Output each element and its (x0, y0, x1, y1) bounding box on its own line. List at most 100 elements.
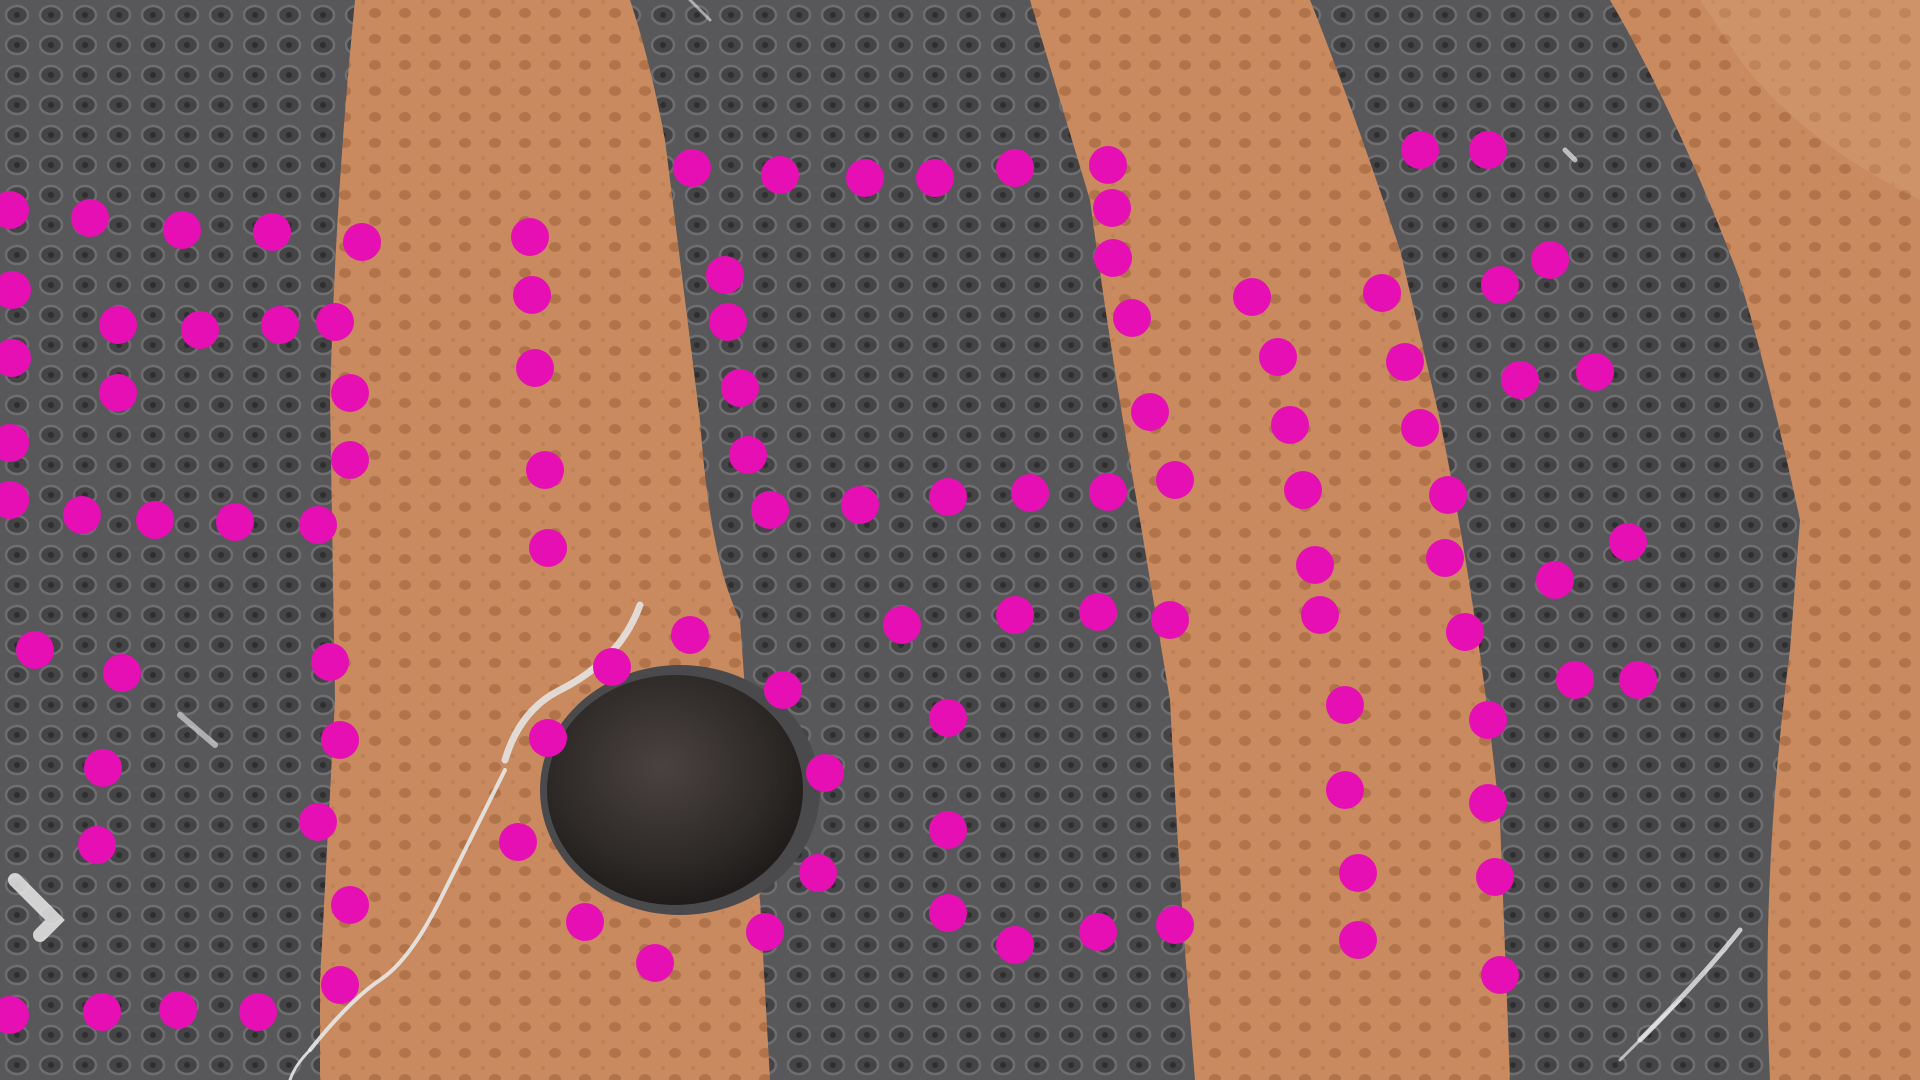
marker-dot (1326, 771, 1364, 809)
marker-dot (299, 506, 337, 544)
hole-center (547, 675, 803, 905)
marker-dot (929, 699, 967, 737)
marker-dot (529, 529, 567, 567)
marker-dots (0, 131, 1657, 1034)
marker-dot (1156, 906, 1194, 944)
marker-dot (1093, 189, 1131, 227)
marker-dot (1619, 661, 1657, 699)
marker-dot (1531, 241, 1569, 279)
marker-dot (1426, 539, 1464, 577)
marker-dot (1609, 523, 1647, 561)
marker-dot (331, 374, 369, 412)
marker-dot (1429, 476, 1467, 514)
marker-dot (1259, 338, 1297, 376)
marker-dot (709, 303, 747, 341)
marker-dot (529, 719, 567, 757)
marker-dot (499, 823, 537, 861)
marker-dot (1501, 361, 1539, 399)
marker-dot (996, 596, 1034, 634)
marker-dot (99, 374, 137, 412)
marker-dot (1079, 913, 1117, 951)
marker-dot (299, 803, 337, 841)
orange-band-3 (1610, 0, 1920, 1080)
marker-dot (1089, 473, 1127, 511)
marker-dot (1301, 596, 1339, 634)
marker-dot (706, 256, 744, 294)
marker-dot (1386, 343, 1424, 381)
orange-highlight (1700, 0, 1920, 200)
marker-dot (1151, 601, 1189, 639)
marker-dot (16, 631, 54, 669)
marker-dot (1094, 239, 1132, 277)
marker-dot (1284, 471, 1322, 509)
marker-dot (253, 213, 291, 251)
marker-dot (331, 886, 369, 924)
marker-dot (996, 149, 1034, 187)
marker-dot (929, 894, 967, 932)
marker-dot (516, 349, 554, 387)
marker-dot (1469, 131, 1507, 169)
marker-dot (0, 481, 29, 519)
marker-dot (136, 501, 174, 539)
marker-dot (751, 491, 789, 529)
marker-dot (636, 944, 674, 982)
marker-dot (1271, 406, 1309, 444)
marker-dot (1339, 921, 1377, 959)
marker-dot (806, 754, 844, 792)
marker-dot (929, 478, 967, 516)
marker-dot (163, 211, 201, 249)
marker-dot (103, 654, 141, 692)
marker-dot (1576, 353, 1614, 391)
marker-dot (261, 306, 299, 344)
marker-dot (316, 303, 354, 341)
marker-dot (71, 199, 109, 237)
marker-dot (1156, 461, 1194, 499)
marker-dot (1476, 858, 1514, 896)
marker-dot (331, 441, 369, 479)
marker-dot (1536, 561, 1574, 599)
marker-dot (0, 191, 29, 229)
marker-dot (1233, 278, 1271, 316)
marker-dot (216, 503, 254, 541)
marker-dot (1401, 409, 1439, 447)
marker-dot (883, 606, 921, 644)
marker-dot (761, 156, 799, 194)
marker-dot (1469, 784, 1507, 822)
marker-dot (1481, 956, 1519, 994)
marker-dot (721, 369, 759, 407)
marker-dot (513, 276, 551, 314)
marker-dot (159, 991, 197, 1029)
marker-dot (1446, 613, 1484, 651)
marker-dot (799, 854, 837, 892)
marker-dot (99, 306, 137, 344)
marker-dot (0, 996, 29, 1034)
marker-dot (1011, 474, 1049, 512)
marker-dot (1401, 131, 1439, 169)
marker-dot (1113, 299, 1151, 337)
marker-dot (673, 149, 711, 187)
marker-dot (916, 159, 954, 197)
marker-dot (671, 616, 709, 654)
marker-dot (311, 643, 349, 681)
marker-dot (1296, 546, 1334, 584)
marker-dot (321, 966, 359, 1004)
marker-dot (593, 648, 631, 686)
marker-dot (1363, 274, 1401, 312)
marker-dot (566, 903, 604, 941)
marker-dot (526, 451, 564, 489)
marker-dot (1131, 393, 1169, 431)
marker-dot (746, 913, 784, 951)
fibers (8, 0, 1743, 1080)
marker-dot (84, 749, 122, 787)
marker-dot (1339, 854, 1377, 892)
marker-dot (764, 671, 802, 709)
marker-dot (1481, 266, 1519, 304)
marker-dot (343, 223, 381, 261)
marker-dot (511, 218, 549, 256)
marker-dot (0, 424, 29, 462)
marker-dot (1326, 686, 1364, 724)
marker-dot (841, 486, 879, 524)
marker-dot (239, 993, 277, 1031)
marker-dot (321, 721, 359, 759)
marker-dot (181, 311, 219, 349)
